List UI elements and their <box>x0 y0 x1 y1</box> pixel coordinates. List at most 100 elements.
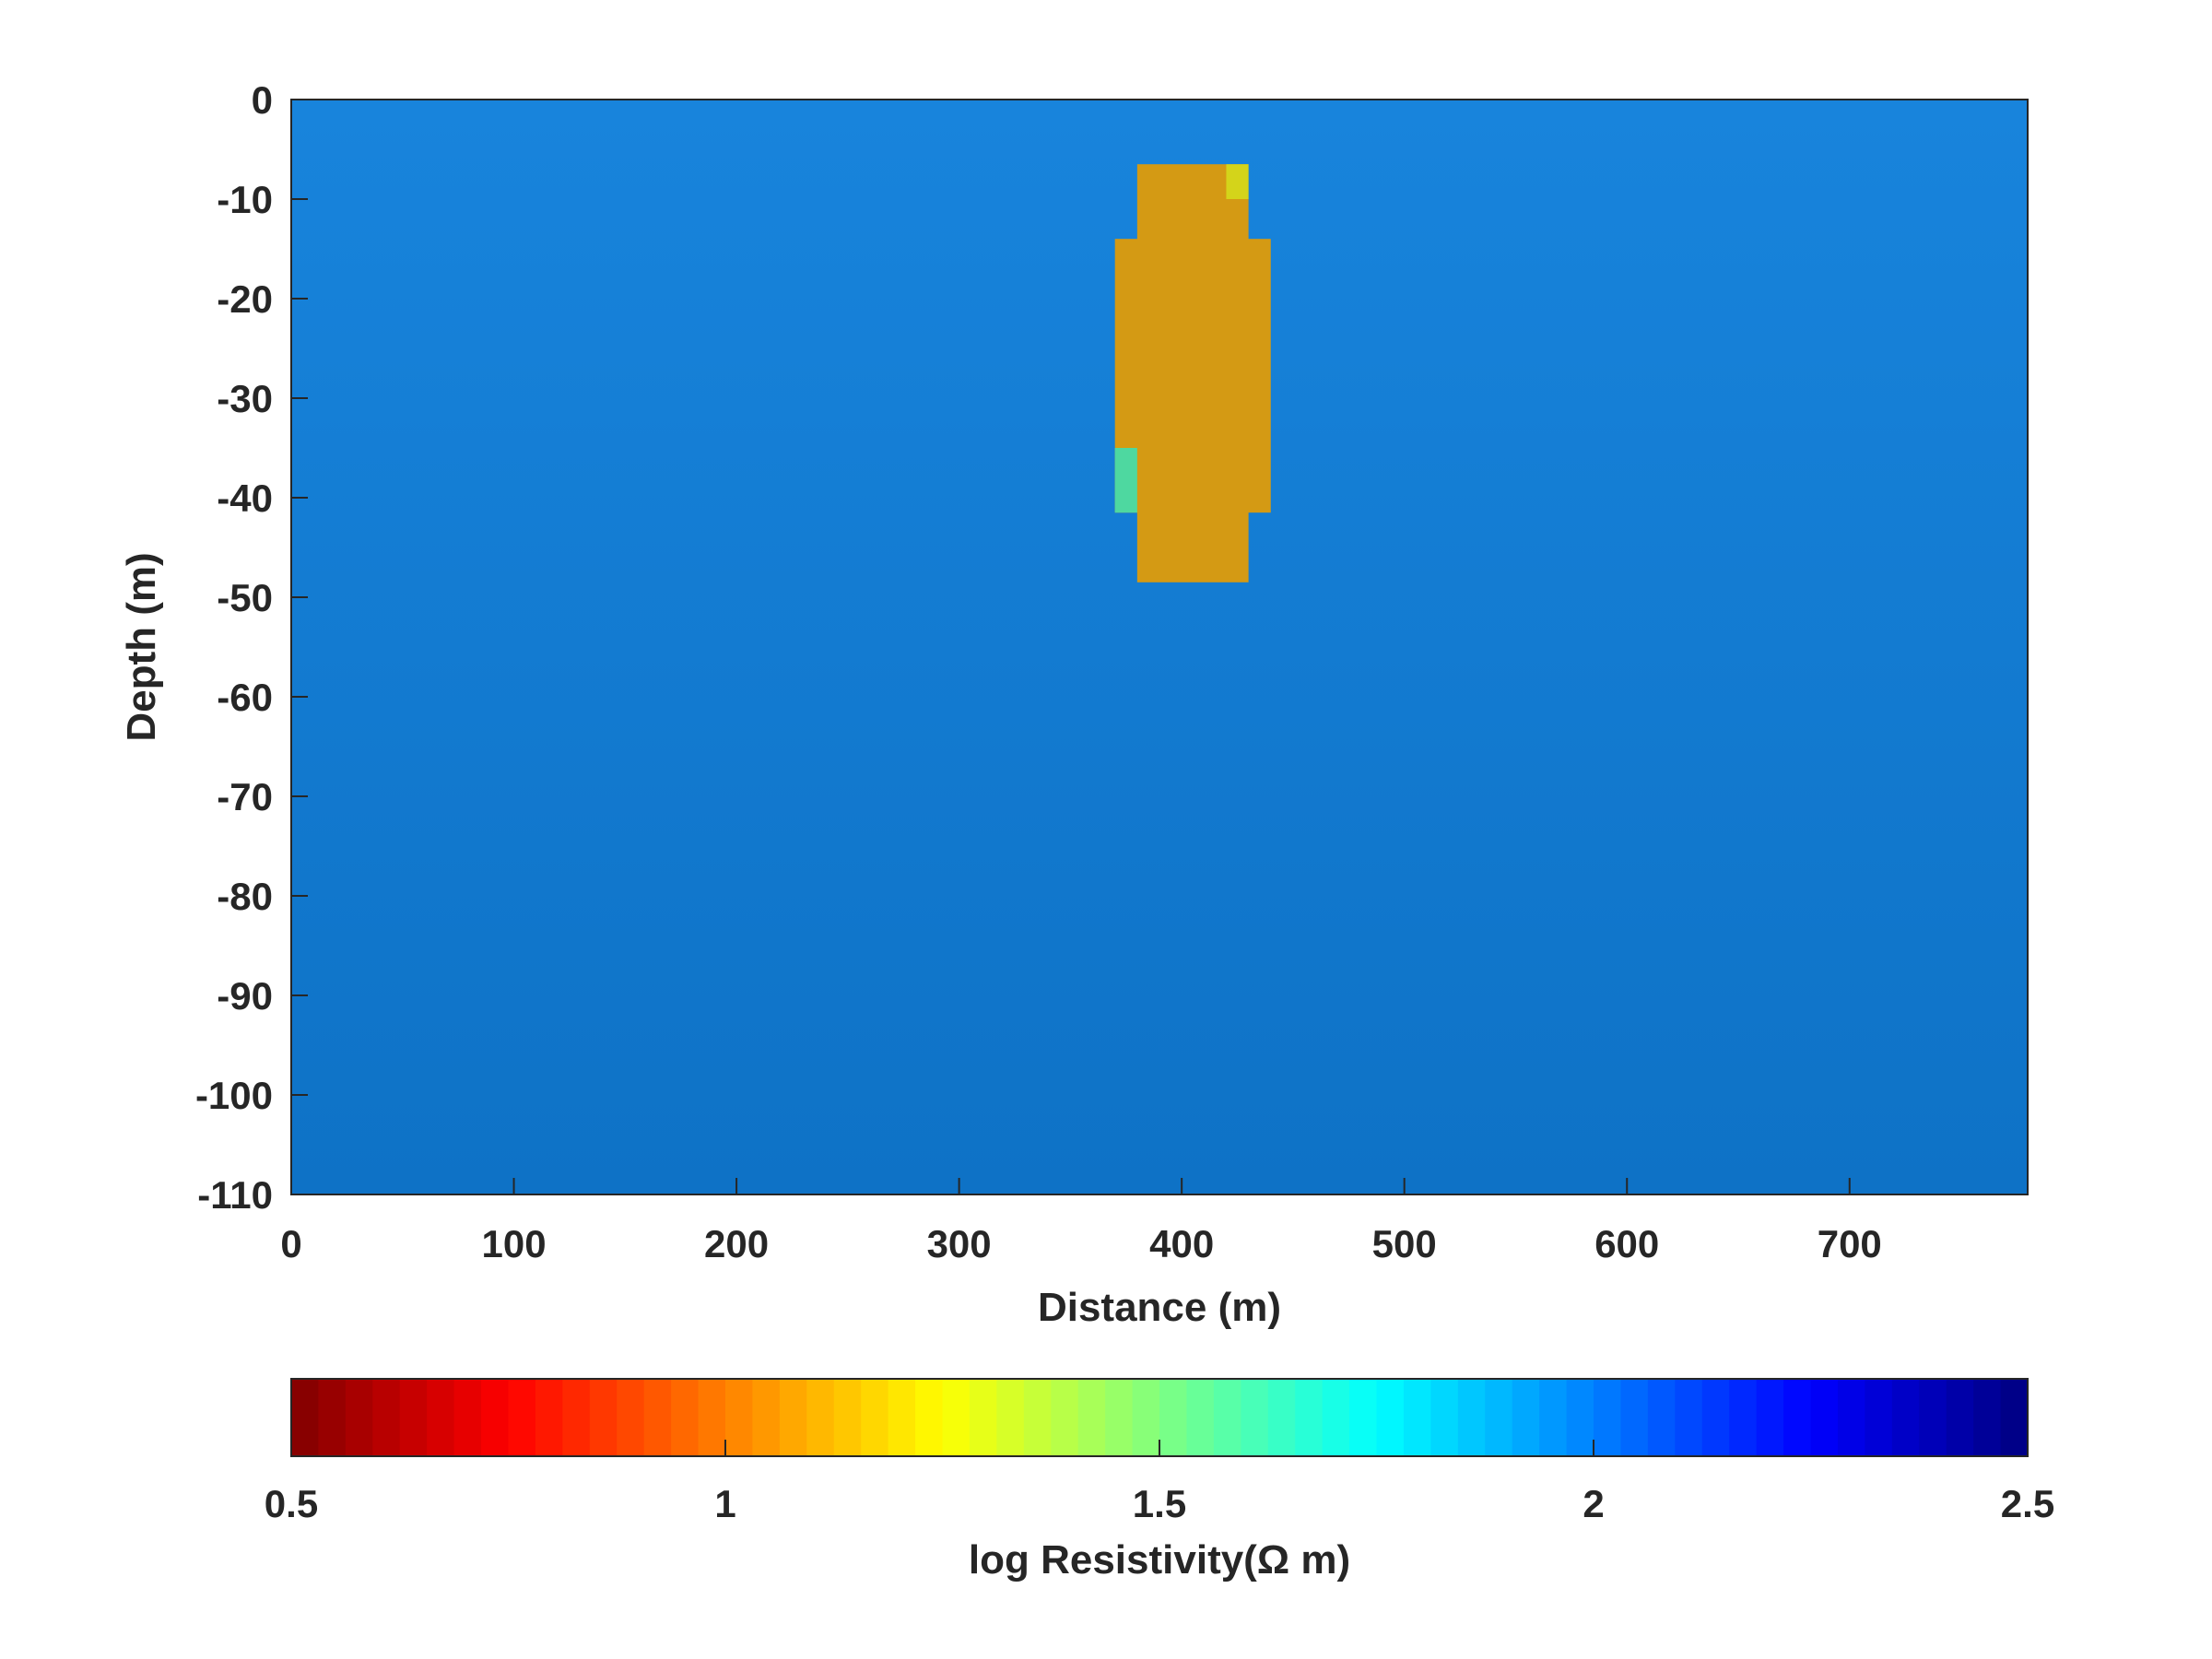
colorbar-tick-label: 1.5 <box>1133 1482 1186 1525</box>
x-tick-label: 600 <box>1594 1222 1659 1265</box>
colorbar-swatch <box>508 1379 536 1456</box>
plot-frame <box>290 99 2029 1195</box>
colorbar-swatch <box>1566 1379 1594 1456</box>
y-tick-label: -50 <box>217 576 273 619</box>
colorbar-swatch <box>1322 1379 1350 1456</box>
colorbar-swatch <box>427 1379 455 1456</box>
colorbar-swatch <box>1891 1379 1920 1456</box>
colorbar-swatch <box>643 1379 672 1456</box>
colorbar-swatch <box>1295 1379 1324 1456</box>
colorbar-swatch <box>372 1379 401 1456</box>
x-tick-label: 300 <box>927 1222 992 1265</box>
x-tick-label: 200 <box>704 1222 769 1265</box>
colorbar-tick-label: 1 <box>714 1482 735 1525</box>
colorbar-swatch <box>318 1379 347 1456</box>
y-tick-label: -60 <box>217 676 273 719</box>
colorbar-swatch <box>345 1379 373 1456</box>
y-tick-label: -80 <box>217 875 273 918</box>
anomaly-cell <box>1114 239 1271 513</box>
colorbar-swatch <box>1485 1379 1513 1456</box>
colorbar-swatch <box>1837 1379 1865 1456</box>
anomaly-cell <box>1114 448 1137 513</box>
colorbar-swatch <box>291 1379 320 1456</box>
colorbar-swatch <box>1077 1379 1106 1456</box>
colorbar-swatch <box>942 1379 971 1456</box>
colorbar-swatch <box>1701 1379 1730 1456</box>
colorbar-swatch <box>1457 1379 1486 1456</box>
colorbar-swatch <box>535 1379 563 1456</box>
colorbar-swatch <box>725 1379 754 1456</box>
colorbar-swatch <box>1349 1379 1378 1456</box>
y-tick-label: -20 <box>217 277 273 321</box>
colorbar-swatch <box>1403 1379 1431 1456</box>
colorbar-swatch <box>1159 1379 1188 1456</box>
colorbar-swatches <box>291 1379 2029 1456</box>
colorbar-tick-label: 2 <box>1583 1482 1604 1525</box>
colorbar-swatch <box>1512 1379 1540 1456</box>
colorbar-swatch <box>1973 1379 2002 1456</box>
colorbar-swatch <box>2000 1379 2029 1456</box>
colorbar-swatch <box>1756 1379 1784 1456</box>
colorbar-swatch <box>617 1379 645 1456</box>
y-axis-title: Depth (m) <box>119 552 164 741</box>
x-axis-title: Distance (m) <box>1038 1285 1281 1330</box>
colorbar-swatch <box>453 1379 482 1456</box>
x-tick-label: 100 <box>481 1222 546 1265</box>
colorbar-swatch <box>562 1379 591 1456</box>
colorbar-swatch <box>1241 1379 1269 1456</box>
colorbar-swatch <box>1919 1379 1947 1456</box>
colorbar-swatch <box>969 1379 997 1456</box>
colorbar: 0.5 1 1.5 2 2.5 log Resistivity(Ω m) <box>265 1378 2054 1583</box>
colorbar-swatch <box>1783 1379 1812 1456</box>
colorbar-swatch <box>1023 1379 1052 1456</box>
colorbar-swatch <box>833 1379 862 1456</box>
colorbar-swatch <box>1675 1379 1703 1456</box>
colorbar-swatch <box>1946 1379 1974 1456</box>
anomaly-cells <box>1114 164 1271 582</box>
y-tick-label: -110 <box>197 1173 273 1217</box>
y-tick-label: 0 <box>252 78 273 122</box>
colorbar-swatch <box>779 1379 807 1456</box>
colorbar-swatch <box>752 1379 781 1456</box>
x-tick-label: 500 <box>1372 1222 1437 1265</box>
y-axis-ticks: 0 -10 -20 -30 -40 -50 -60 -70 -80 -90 -100 -110 <box>195 78 308 1217</box>
colorbar-tick-label: 2.5 <box>2001 1482 2054 1525</box>
colorbar-swatch <box>861 1379 889 1456</box>
x-axis-ticks: 0 100 200 300 400 500 600 700 <box>280 1178 1882 1265</box>
colorbar-swatch <box>806 1379 835 1456</box>
plot-area <box>290 99 2029 1195</box>
colorbar-swatch <box>1132 1379 1160 1456</box>
y-tick-label: -70 <box>217 775 273 818</box>
colorbar-swatch <box>1051 1379 1079 1456</box>
colorbar-title: log Resistivity(Ω m) <box>969 1537 1350 1583</box>
colorbar-swatch <box>1647 1379 1676 1456</box>
colorbar-swatch <box>481 1379 510 1456</box>
colorbar-swatch <box>1539 1379 1568 1456</box>
colorbar-swatch <box>698 1379 726 1456</box>
colorbar-swatch <box>888 1379 916 1456</box>
colorbar-swatch <box>1729 1379 1758 1456</box>
y-tick-label: -30 <box>217 377 273 420</box>
colorbar-swatch <box>1186 1379 1215 1456</box>
colorbar-swatch <box>996 1379 1025 1456</box>
colorbar-swatch <box>1865 1379 1893 1456</box>
x-tick-label: 700 <box>1818 1222 1882 1265</box>
colorbar-swatch <box>1594 1379 1622 1456</box>
colorbar-ticks: 0.5 1 1.5 2 2.5 <box>265 1440 2054 1525</box>
colorbar-swatch <box>1430 1379 1459 1456</box>
anomaly-cell <box>1226 164 1249 199</box>
colorbar-swatch <box>589 1379 618 1456</box>
colorbar-swatch <box>1267 1379 1296 1456</box>
colorbar-swatch <box>915 1379 944 1456</box>
y-tick-label: -10 <box>217 178 273 221</box>
colorbar-tick-label: 0.5 <box>265 1482 318 1525</box>
colorbar-swatch <box>671 1379 700 1456</box>
x-tick-label: 400 <box>1149 1222 1214 1265</box>
colorbar-swatch <box>1105 1379 1134 1456</box>
y-tick-label: -90 <box>217 974 273 1018</box>
colorbar-swatch <box>1376 1379 1405 1456</box>
y-tick-label: -40 <box>217 477 273 520</box>
colorbar-swatch <box>1620 1379 1649 1456</box>
colorbar-swatch <box>399 1379 428 1456</box>
